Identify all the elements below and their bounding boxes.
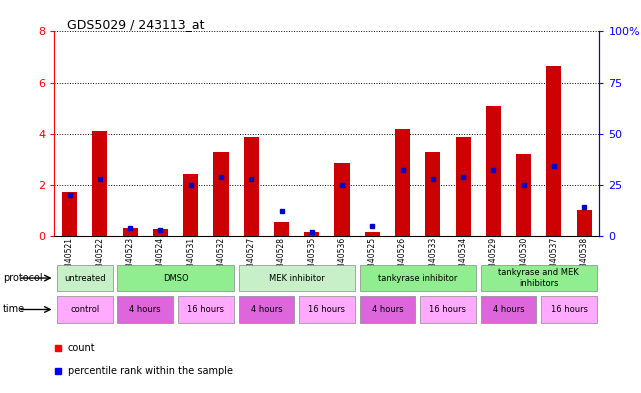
Text: DMSO: DMSO [163,274,188,283]
Bar [395,129,410,236]
Bar [541,296,597,323]
Bar [299,296,354,323]
Bar [213,151,229,236]
Bar [456,138,470,236]
Bar [546,66,562,236]
Text: 16 hours: 16 hours [308,305,345,314]
Bar [183,174,198,236]
Bar [117,296,173,323]
Text: percentile rank within the sample: percentile rank within the sample [67,366,233,376]
Bar [244,138,259,236]
Text: control: control [70,305,99,314]
Bar [365,232,380,236]
Bar [486,105,501,236]
Bar [117,265,234,291]
Text: 4 hours: 4 hours [493,305,524,314]
Text: 4 hours: 4 hours [129,305,161,314]
Bar [360,296,415,323]
Bar [238,265,354,291]
Bar [57,265,113,291]
Bar [238,296,294,323]
Bar [62,192,77,236]
Text: GDS5029 / 243113_at: GDS5029 / 243113_at [67,18,205,31]
Bar [481,296,537,323]
Text: untreated: untreated [64,274,106,283]
Text: 16 hours: 16 hours [187,305,224,314]
Bar [577,210,592,236]
Text: tankyrase and MEK
inhibitors: tankyrase and MEK inhibitors [499,268,579,288]
Bar [92,131,108,236]
Bar [425,151,440,236]
Bar [153,230,168,236]
Bar [420,296,476,323]
Bar [481,265,597,291]
Text: MEK inhibitor: MEK inhibitor [269,274,324,283]
Bar [57,296,113,323]
Text: 16 hours: 16 hours [551,305,588,314]
Text: 4 hours: 4 hours [372,305,403,314]
Text: 16 hours: 16 hours [429,305,467,314]
Bar [304,232,319,236]
Bar [516,154,531,236]
Text: tankyrase inhibitor: tankyrase inhibitor [378,274,458,283]
Text: 4 hours: 4 hours [251,305,282,314]
Bar [360,265,476,291]
Text: protocol: protocol [3,273,43,283]
Bar [178,296,234,323]
Bar [335,163,349,236]
Text: count: count [67,343,95,353]
Bar [122,228,138,236]
Bar [274,222,289,236]
Text: time: time [3,305,26,314]
